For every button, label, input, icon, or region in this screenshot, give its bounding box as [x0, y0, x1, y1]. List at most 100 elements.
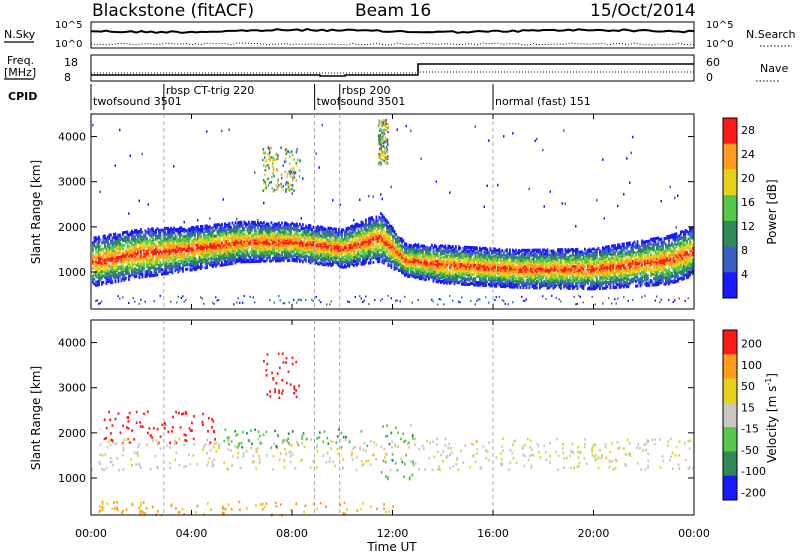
- power-cell: [428, 262, 430, 266]
- power-cell: [335, 253, 337, 257]
- power-cell: [105, 258, 108, 262]
- power-cell: [279, 235, 282, 239]
- power-cell: [101, 276, 103, 280]
- power-cell: [293, 254, 295, 258]
- power-cell: [126, 230, 129, 234]
- power-cell: [309, 224, 312, 228]
- power-cell: [161, 272, 163, 276]
- power-cell: [153, 264, 156, 268]
- power-cell: [369, 243, 372, 247]
- power-cell: [273, 236, 276, 240]
- power-cell: [104, 242, 106, 246]
- power-cell: [111, 261, 114, 265]
- power-cell: [95, 258, 97, 262]
- power-cell: [339, 230, 342, 234]
- power-cell: [378, 223, 381, 227]
- power-cell: [203, 249, 205, 253]
- power-cell: [311, 228, 313, 232]
- power-cell: [117, 255, 120, 259]
- power-cell: [117, 233, 120, 237]
- power-cell: [101, 262, 103, 266]
- power-cell: [278, 242, 280, 246]
- power-cell: [110, 279, 112, 283]
- power-cell: [128, 254, 130, 258]
- power-cell: [141, 259, 144, 263]
- power-cell: [99, 278, 102, 282]
- power-cell: [380, 231, 382, 235]
- power-cell: [123, 231, 126, 234]
- power-cell: [440, 244, 442, 248]
- power-cell: [323, 232, 325, 236]
- power-cell: [152, 258, 154, 262]
- power-cell: [315, 246, 318, 249]
- power-cell: [102, 236, 105, 240]
- power-cell: [332, 256, 334, 260]
- power-cell: [114, 245, 117, 249]
- power-cell: [308, 250, 310, 253]
- power-cell: [434, 254, 436, 258]
- power-cell: [264, 235, 267, 239]
- power-cell: [392, 253, 394, 257]
- power-cell: [173, 226, 175, 230]
- power-cell: [213, 248, 216, 252]
- power-cell: [423, 276, 426, 280]
- power-cell: [137, 271, 139, 275]
- power-cell: [392, 226, 394, 230]
- power-cell: [266, 253, 268, 257]
- power-cell: [117, 279, 120, 283]
- power-cell: [311, 233, 313, 237]
- power-cell: [440, 260, 442, 264]
- power-cell: [212, 301, 214, 304]
- power-cell: [321, 262, 324, 266]
- power-cell: [120, 269, 123, 273]
- power-cell: [309, 258, 312, 262]
- power-cell: [120, 258, 123, 262]
- power-cell: [398, 244, 400, 248]
- power-cell: [120, 237, 123, 241]
- power-cell: [120, 264, 123, 268]
- power-cell: [104, 258, 106, 262]
- power-cell: [383, 258, 385, 262]
- power-cell: [386, 255, 388, 259]
- power-cell: [317, 262, 319, 266]
- power-cell: [441, 249, 444, 253]
- power-cell: [117, 273, 120, 277]
- power-cell: [254, 253, 256, 257]
- power-cell: [362, 235, 364, 239]
- power-cell: [252, 256, 255, 260]
- power-cell: [392, 241, 394, 245]
- power-cell: [371, 250, 373, 254]
- power-cell: [332, 240, 334, 244]
- power-cell: [134, 230, 136, 234]
- power-cell: [348, 233, 351, 237]
- power-cell: [335, 256, 337, 260]
- power-cell: [443, 251, 445, 255]
- power-cell: [144, 253, 147, 256]
- power-cell: [147, 257, 150, 261]
- power-cell: [393, 235, 396, 238]
- power-cell: [452, 275, 454, 279]
- power-cell: [137, 262, 139, 265]
- power-cell: [426, 245, 429, 249]
- power-cell: [293, 234, 295, 238]
- power-cell: [98, 235, 100, 239]
- power-cell: [146, 249, 148, 253]
- power-cell: [194, 256, 196, 260]
- power-cell: [402, 268, 405, 272]
- power-cell: [291, 250, 294, 254]
- power-cell: [161, 251, 163, 255]
- power-cell: [408, 273, 411, 277]
- power-cell: [156, 261, 159, 265]
- power-cell: [434, 276, 436, 280]
- power-cell: [333, 255, 336, 259]
- power-cell: [461, 275, 463, 279]
- power-cell: [123, 277, 126, 281]
- power-cell: [122, 271, 124, 274]
- power-cell: [440, 262, 442, 266]
- power-cell: [375, 254, 378, 258]
- power-cell: [110, 266, 112, 270]
- power-cell: [317, 254, 319, 258]
- power-cell: [114, 280, 117, 284]
- power-cell: [306, 241, 309, 245]
